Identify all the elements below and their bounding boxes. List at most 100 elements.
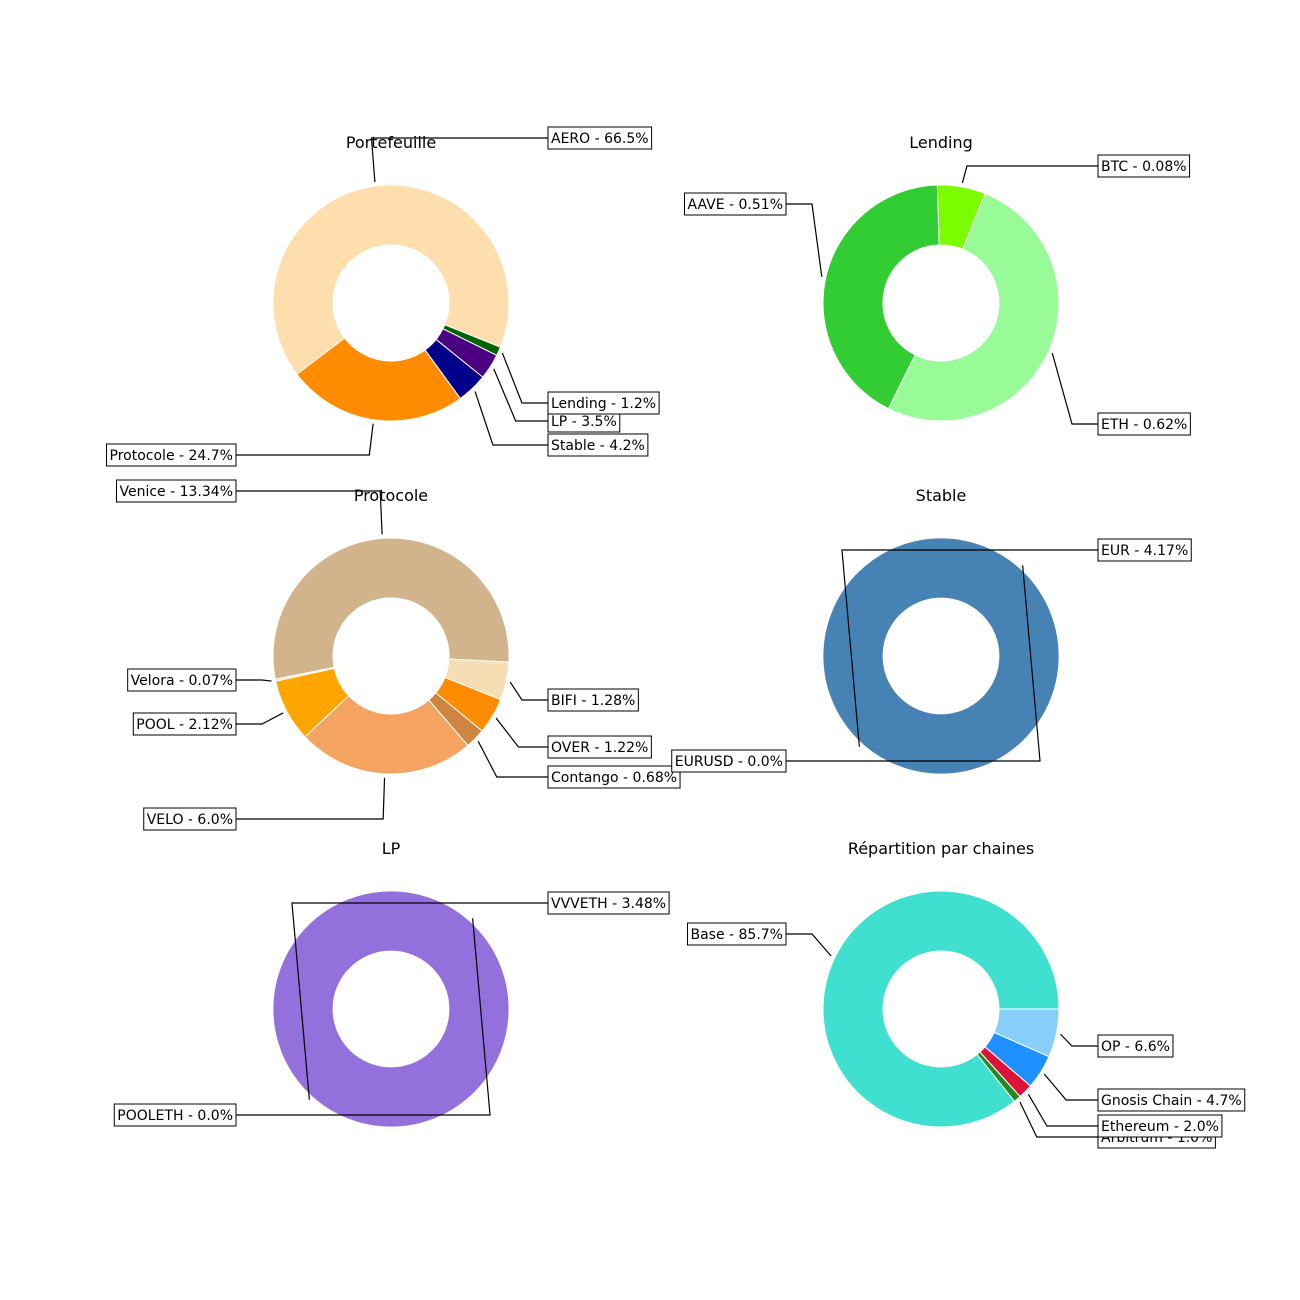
donut-chart-portefeuille: Portefeuille AERO - 66.5% Protocole - 24.7… — [106, 126, 660, 467]
label-text: Lending - 1.2% — [551, 396, 656, 412]
slice-label-lp: LP - 3.5% — [547, 409, 621, 433]
slice-label-stable: Stable - 4.2% — [547, 433, 649, 457]
label-text: Ethereum - 2.0% — [1101, 1119, 1219, 1135]
label-text: Protocole - 24.7% — [110, 448, 233, 464]
label-box — [106, 443, 237, 467]
leader-line — [841, 549, 1098, 747]
slice-aero — [272, 184, 510, 375]
slice-velo — [304, 695, 469, 775]
slice-label-pool: POOL - 2.12% — [132, 712, 237, 736]
label-text: Velora - 0.07% — [131, 673, 233, 689]
label-box — [547, 126, 653, 150]
slice-label-gnosis-chain: Gnosis Chain - 4.7% — [1097, 1088, 1246, 1112]
slice-bifi — [444, 658, 510, 701]
label-box — [547, 433, 649, 457]
slice-label-over: OVER - 1.22% — [547, 735, 652, 759]
label-text: AAVE - 0.51% — [688, 197, 784, 213]
slice-protocole — [296, 337, 462, 422]
slice-eth — [887, 192, 1060, 422]
slice-label-protocole: Protocole - 24.7% — [106, 443, 237, 467]
slice-vvveth — [272, 890, 510, 1128]
label-box — [684, 192, 787, 216]
leader-line — [236, 679, 272, 682]
label-text: BIFI - 1.28% — [551, 693, 635, 709]
leader-line — [495, 717, 548, 748]
slice-label-lending: Lending - 1.2% — [547, 391, 660, 415]
leader-line — [236, 712, 284, 725]
slice-label-aave: AAVE - 0.51% — [684, 192, 787, 216]
slice-label-venice: Venice - 13.34% — [115, 479, 237, 503]
slice-label-velo: VELO - 6.0% — [143, 807, 237, 831]
leader-line — [236, 490, 383, 535]
label-box — [1097, 538, 1192, 562]
slice-venice — [272, 537, 510, 680]
label-text: EUR - 4.17% — [1101, 543, 1188, 559]
leader-line — [236, 423, 374, 456]
leader-line — [786, 203, 823, 278]
donut-chart-lp: LP VVVETH - 3.48% POOLETH - 0.0% — [113, 839, 670, 1128]
leader-line — [961, 165, 1098, 184]
slice-label-aero: AERO - 66.5% — [547, 126, 653, 150]
label-box — [132, 712, 237, 736]
label-box — [686, 922, 787, 946]
slice-label-btc: BTC - 0.08% — [1097, 154, 1191, 178]
leader-line — [1051, 352, 1098, 425]
slice-label-vvveth: VVVETH - 3.48% — [547, 891, 670, 915]
leader-line — [1027, 1093, 1098, 1127]
leader-line — [1043, 1073, 1098, 1101]
chart-title: Lending — [909, 133, 973, 152]
leader-line — [370, 137, 548, 183]
slice-label-contango: Contango - 0.68% — [547, 765, 681, 789]
label-text: Gnosis Chain - 4.7% — [1101, 1093, 1242, 1109]
label-text: POOLETH - 0.0% — [117, 1108, 233, 1124]
leader-line — [786, 933, 832, 957]
label-text: OP - 6.6% — [1101, 1039, 1170, 1055]
label-text: AERO - 66.5% — [551, 131, 649, 147]
slice-eur — [822, 537, 1060, 775]
label-text: BTC - 0.08% — [1101, 159, 1187, 175]
label-text: Venice - 13.34% — [119, 484, 233, 500]
label-text: Base - 85.7% — [690, 927, 783, 943]
slice-label-base: Base - 85.7% — [686, 922, 787, 946]
label-text: Contango - 0.68% — [551, 770, 677, 786]
chart-title: Portefeuille — [346, 133, 436, 152]
label-box — [115, 479, 237, 503]
label-box — [547, 735, 652, 759]
slice-label-ethereum: Ethereum - 2.0% — [1097, 1114, 1223, 1138]
label-text: VELO - 6.0% — [147, 812, 233, 828]
slice-label-velora: Velora - 0.07% — [127, 668, 237, 692]
slice-label-eurusd: EURUSD - 0.0% — [671, 749, 787, 773]
leader-line — [786, 565, 1041, 762]
donut-chart-protocole: Protocole Venice - 13.34% Velora - 0.07% PO… — [115, 479, 681, 831]
label-box — [113, 1103, 237, 1127]
leader-line — [509, 681, 548, 701]
leader-line — [1019, 1101, 1098, 1138]
label-box — [547, 688, 639, 712]
label-box — [1097, 1088, 1246, 1112]
leader-line — [236, 918, 491, 1116]
label-box — [143, 807, 237, 831]
label-box — [1097, 1034, 1174, 1058]
leader-line — [477, 741, 548, 778]
slice-op — [993, 1008, 1060, 1058]
label-box — [1097, 154, 1191, 178]
slice-label-pooleth: POOLETH - 0.0% — [113, 1103, 237, 1127]
label-box — [1097, 1114, 1223, 1138]
slice-label-op: OP - 6.6% — [1097, 1034, 1174, 1058]
label-box — [1097, 412, 1191, 436]
label-box — [671, 749, 787, 773]
slice-label-eur: EUR - 4.17% — [1097, 538, 1192, 562]
leader-line — [236, 777, 386, 820]
chart-title: Répartition par chaines — [848, 839, 1034, 858]
slice-label-bifi: BIFI - 1.28% — [547, 688, 639, 712]
slice-aave — [822, 184, 940, 410]
label-text: ETH - 0.62% — [1101, 417, 1187, 433]
chart-title: LP — [382, 839, 401, 858]
label-text: LP - 3.5% — [551, 414, 617, 430]
label-text: OVER - 1.22% — [551, 740, 648, 756]
label-text: EURUSD - 0.0% — [675, 754, 783, 770]
leader-line — [474, 391, 548, 446]
label-text: Stable - 4.2% — [551, 438, 645, 454]
